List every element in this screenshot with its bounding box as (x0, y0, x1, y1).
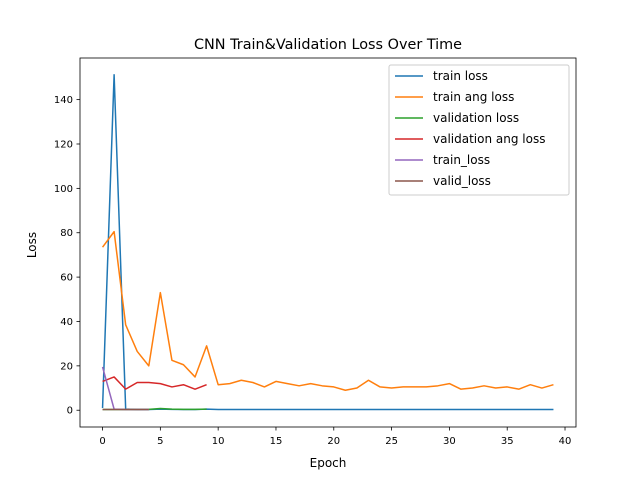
x-tick-label-7: 35 (501, 436, 514, 447)
x-tick-label-1: 5 (157, 436, 163, 447)
y-tick-label-5: 100 (54, 184, 73, 195)
axes: 0 5 10 15 20 25 30 35 40 0 20 40 60 80 100 120 140 (54, 57, 577, 447)
legend-label-5: valid_loss (433, 174, 491, 188)
x-axis-label: Epoch (310, 456, 347, 470)
legend-box (388, 64, 570, 196)
series-line-1 (101, 230, 554, 392)
legend-label-3: validation ang loss (433, 132, 545, 146)
y-tick-label-1: 20 (60, 361, 73, 372)
y-tick-label-3: 60 (60, 273, 73, 284)
x-tick-label-5: 25 (385, 436, 398, 447)
x-tick-label-0: 0 (99, 436, 105, 447)
legend-label-2: validation loss (433, 111, 519, 125)
x-tick-label-4: 20 (327, 436, 340, 447)
y-tick-label-6: 120 (54, 139, 73, 150)
y-axis-label: Loss (25, 232, 39, 258)
y-tick-label-2: 40 (60, 317, 73, 328)
x-tick-label-6: 30 (443, 436, 456, 447)
chart-title: CNN Train&Validation Loss Over Time (194, 37, 462, 53)
x-tick-label-8: 40 (559, 436, 572, 447)
y-tick-label-7: 140 (54, 95, 73, 106)
legend: train loss train ang loss validation loss v… (388, 64, 570, 196)
plot-frame (79, 57, 577, 428)
y-tick-label-4: 80 (60, 228, 73, 239)
legend-label-1: train ang loss (433, 90, 514, 104)
legend-label-4: train_loss (433, 153, 490, 167)
x-tick-label-2: 10 (212, 436, 225, 447)
legend-label-0: train loss (433, 69, 488, 83)
x-tick-label-3: 15 (270, 436, 283, 447)
series-line-3 (102, 376, 207, 390)
y-tick-label-0: 0 (67, 406, 73, 417)
plot-lines (101, 74, 554, 411)
